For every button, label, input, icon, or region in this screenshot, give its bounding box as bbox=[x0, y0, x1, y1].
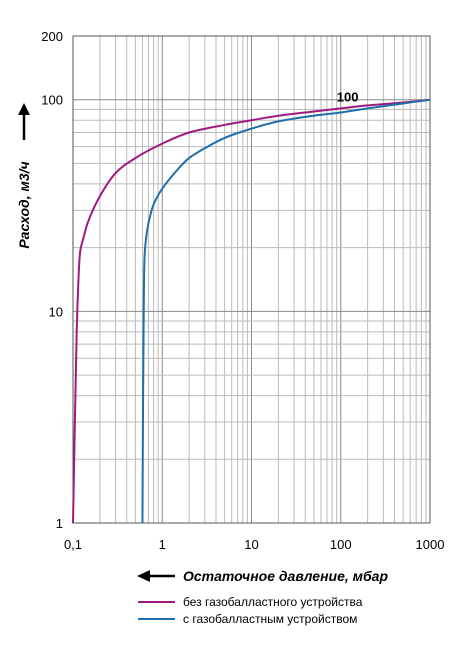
x-tick-label: 1 bbox=[159, 537, 166, 552]
grid bbox=[72, 35, 430, 524]
series-lines bbox=[72, 98, 431, 524]
x-tick-label: 100 bbox=[330, 537, 352, 552]
x-axis-title: Остаточное давление, мбар bbox=[183, 568, 388, 584]
x-axis-title-group: Остаточное давление, мбар bbox=[137, 568, 388, 584]
x-tick-label: 0,1 bbox=[64, 537, 82, 552]
legend-label-series-2: с газобалластным устройством bbox=[183, 612, 357, 626]
series-line-2 bbox=[141, 98, 431, 524]
x-tick-label: 1000 bbox=[416, 537, 445, 552]
plot-frame bbox=[72, 35, 431, 524]
y-tick-label: 200 bbox=[41, 29, 63, 44]
x-tick-label: 10 bbox=[244, 537, 258, 552]
y-tick-label: 1 bbox=[56, 516, 63, 531]
y-axis-arrowhead-icon bbox=[18, 103, 30, 115]
x-axis-arrowhead-icon bbox=[137, 570, 150, 582]
curve-annotation: 100 bbox=[337, 90, 359, 105]
series-line-1 bbox=[72, 98, 431, 524]
y-tick-label: 100 bbox=[41, 93, 63, 108]
legend-label-series-1: без газобалластного устройства bbox=[183, 595, 363, 609]
y-tick-label: 10 bbox=[49, 304, 63, 319]
y-axis-title-group: Расход, м3/ч bbox=[16, 103, 32, 249]
y-axis-title: Расход, м3/ч bbox=[16, 161, 32, 248]
legend: без газобалластного устройства с газобал… bbox=[138, 595, 363, 626]
